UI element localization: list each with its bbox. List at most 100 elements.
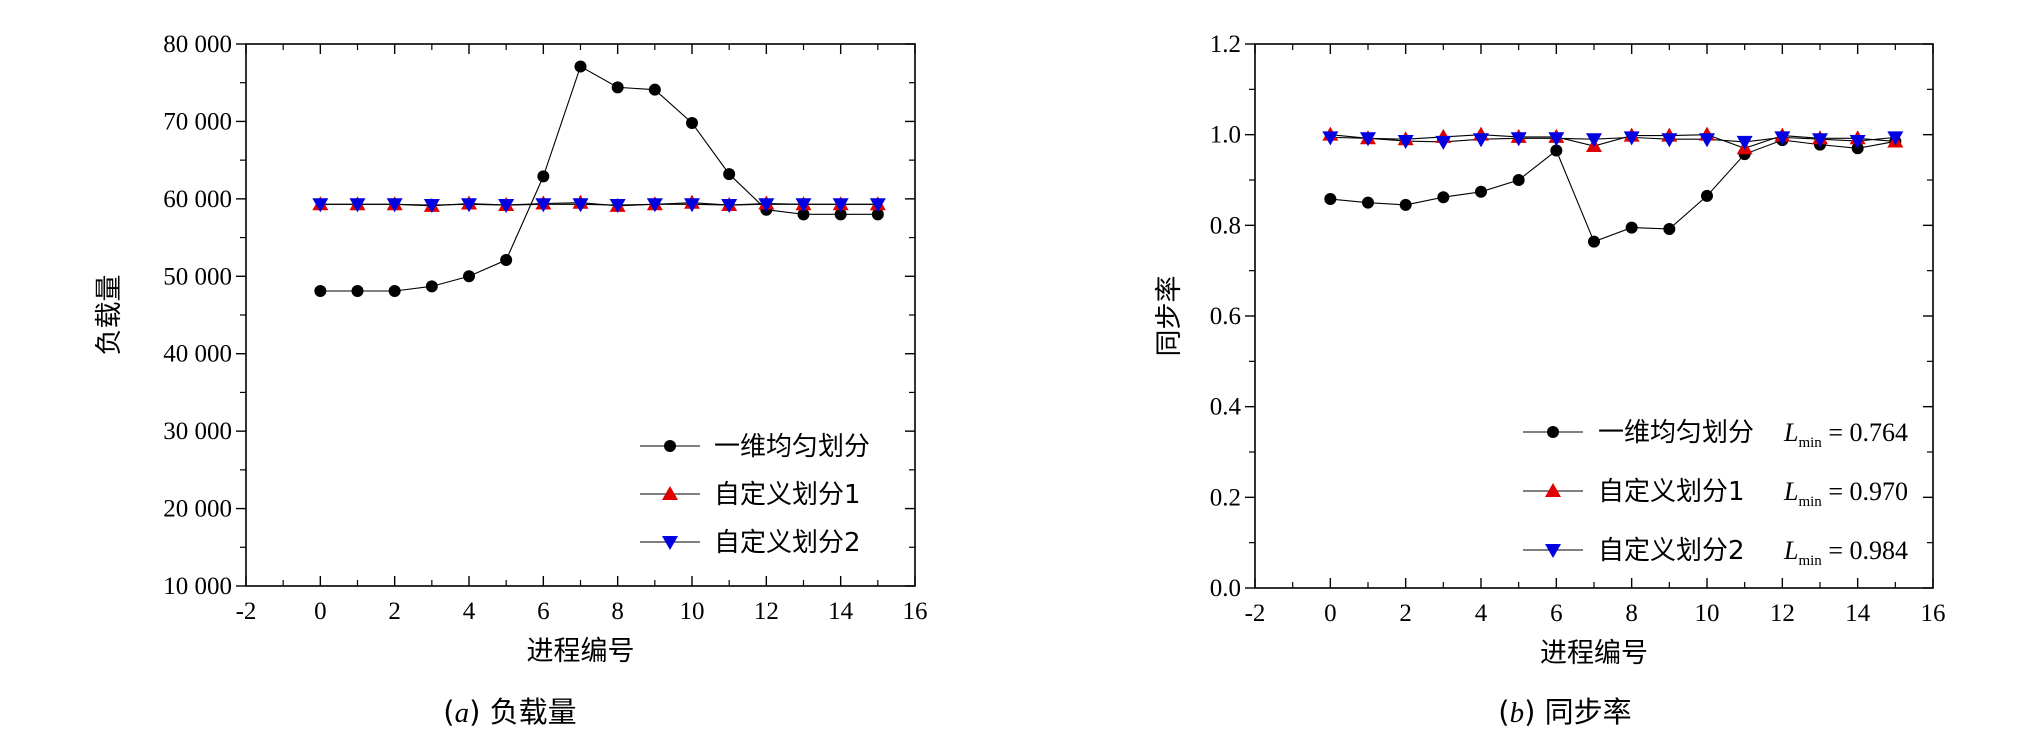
data-point-series-3	[721, 199, 738, 214]
lmin-value: 0.984	[1849, 536, 1908, 565]
data-point-series-1	[648, 83, 661, 96]
data-point-series-1	[1399, 198, 1412, 211]
data-point-series-3	[758, 198, 775, 213]
x-axis-title: 进程编号	[527, 636, 635, 667]
x-tick-label: 14	[1845, 600, 1871, 627]
legend-lmin: Lmin = 0.970	[1783, 477, 1908, 510]
y-tick-label: 20 000	[163, 496, 232, 523]
x-tick-label: 0	[314, 598, 327, 625]
y-tick-label: 0.2	[1210, 484, 1241, 511]
x-tick-label: 2	[1399, 600, 1412, 627]
y-axis-title: 负载量	[94, 275, 125, 356]
x-tick-label: 12	[754, 598, 779, 625]
y-tick-label: 1.0	[1210, 122, 1241, 149]
caption-paren-close: )	[1524, 695, 1545, 729]
data-point-series-1	[1701, 189, 1713, 202]
series-line-1	[320, 65, 878, 292]
data-point-series-3	[1322, 131, 1339, 146]
y-tick-label: 1.2	[1210, 31, 1241, 58]
lmin-value: 0.970	[1849, 477, 1908, 506]
data-point-series-1	[500, 254, 513, 267]
legend-marker	[662, 536, 678, 550]
x-tick-label: 12	[1770, 600, 1795, 627]
data-point-series-1	[723, 168, 736, 181]
caption-letter: b	[1510, 697, 1525, 729]
caption-paren-open: (	[443, 695, 454, 729]
legend-label: 一维均匀划分	[1598, 418, 1754, 448]
x-tick-label: 14	[828, 598, 854, 625]
x-tick-label: 0	[1324, 600, 1337, 627]
series-line-2	[1330, 134, 1896, 149]
x-tick-label: 4	[463, 598, 476, 625]
data-point-series-3	[795, 198, 812, 213]
y-tick-label: 10 000	[163, 573, 232, 600]
caption-text: 同步率	[1545, 695, 1632, 729]
x-tick-label: 8	[611, 598, 624, 625]
x-tick-label: 10	[680, 598, 705, 625]
y-tick-label: 30 000	[163, 418, 232, 445]
data-point-series-3	[1586, 133, 1602, 148]
data-point-series-3	[572, 198, 589, 213]
y-tick-label: 0.6	[1210, 303, 1241, 330]
data-point-series-3	[684, 198, 700, 213]
x-tick-label: 4	[1475, 600, 1488, 627]
data-point-series-3	[1849, 135, 1866, 150]
y-tick-label: 70 000	[163, 108, 232, 135]
data-point-series-1	[388, 284, 401, 297]
legend-marker	[1547, 426, 1559, 438]
caption-paren-open: (	[1498, 695, 1509, 729]
legend-label: 自定义划分2	[1598, 536, 1745, 566]
data-point-series-1	[1475, 185, 1487, 198]
sync-chart: -2 0 2 4 6 8 10 12 14 16 0.0 0.2 0.4 0.6 0.8 1.0 1.2 进程编号…	[1154, 31, 1946, 729]
data-point-series-1	[1324, 193, 1337, 206]
x-tick-label: 2	[388, 598, 401, 625]
lmin-symbol: L	[1783, 418, 1798, 447]
series-line-3	[1330, 136, 1896, 143]
data-point-series-3	[1473, 133, 1489, 148]
x-tick-label: 6	[1550, 600, 1563, 627]
y-axis-title: 同步率	[1154, 276, 1185, 357]
lmin-subscript: min	[1798, 494, 1822, 510]
y-tick-label: 0.8	[1210, 212, 1241, 239]
data-point-series-3	[1397, 135, 1414, 150]
x-tick-label: 16	[903, 598, 928, 625]
data-point-series-1	[425, 280, 438, 293]
data-point-series-3	[1774, 131, 1791, 146]
series-line-3	[320, 203, 878, 206]
data-point-series-3	[1699, 133, 1715, 148]
data-point-series-3	[646, 198, 663, 213]
legend-marker	[662, 486, 678, 500]
caption-text: 负载量	[490, 695, 577, 729]
data-point-series-1	[1437, 191, 1450, 204]
data-point-series-1	[351, 284, 364, 297]
legend-label: 自定义划分2	[714, 528, 861, 558]
y-tick-label: 80 000	[163, 31, 232, 58]
data-point-series-3	[498, 199, 515, 214]
figure-caption: (b) 同步率	[1498, 695, 1631, 729]
y-tick-label: 0.0	[1210, 575, 1241, 602]
data-point-series-3	[1435, 135, 1452, 150]
legend-marker	[1545, 483, 1561, 497]
figure-caption: (a) 负载量	[443, 695, 576, 729]
data-point-series-3	[1661, 133, 1678, 148]
lmin-symbol: L	[1783, 477, 1798, 506]
caption-paren-close: )	[469, 695, 490, 729]
data-point-series-3	[386, 198, 403, 213]
y-tick-label: 0.4	[1210, 394, 1242, 421]
data-point-series-1	[1663, 222, 1676, 235]
legend-label: 自定义划分1	[1598, 477, 1745, 507]
data-point-series-3	[312, 198, 329, 213]
data-point-series-1	[463, 270, 475, 283]
data-point-series-3	[1736, 135, 1753, 150]
data-point-series-1	[797, 208, 810, 221]
lmin-value: 0.764	[1849, 418, 1908, 447]
data-point-series-3	[609, 199, 626, 214]
data-point-series-1	[611, 81, 624, 94]
data-point-series-1	[686, 116, 698, 129]
series-line-1	[1330, 139, 1896, 243]
data-point-series-3	[1623, 131, 1640, 146]
legend-lmin: Lmin = 0.984	[1783, 536, 1908, 569]
y-tick-label: 60 000	[163, 186, 232, 213]
lmin-equals: =	[1822, 418, 1850, 447]
